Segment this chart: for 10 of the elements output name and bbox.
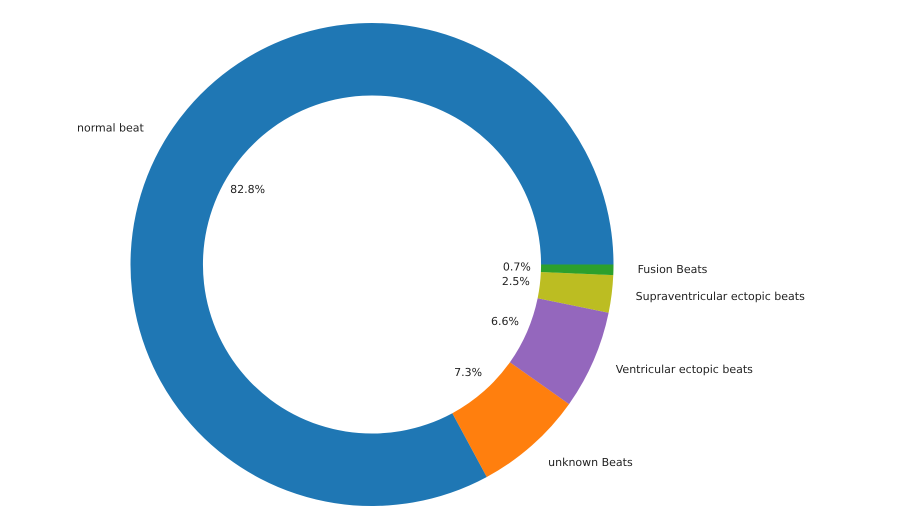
data-label: 82.8% [230, 183, 266, 196]
data-label: 2.5% [502, 275, 530, 288]
data-label: 6.6% [490, 314, 519, 328]
data-label: 0.7% [502, 260, 531, 274]
slice-label: Ventricular ectopic beats [616, 362, 754, 376]
slice-label: normal beat [77, 121, 145, 134]
slice-label: Fusion Beats [638, 263, 708, 276]
slice-label: Supraventricular ectopic beats [636, 290, 806, 303]
data-label: 7.3% [454, 366, 482, 379]
slice-label: unknown Beats [548, 456, 633, 470]
